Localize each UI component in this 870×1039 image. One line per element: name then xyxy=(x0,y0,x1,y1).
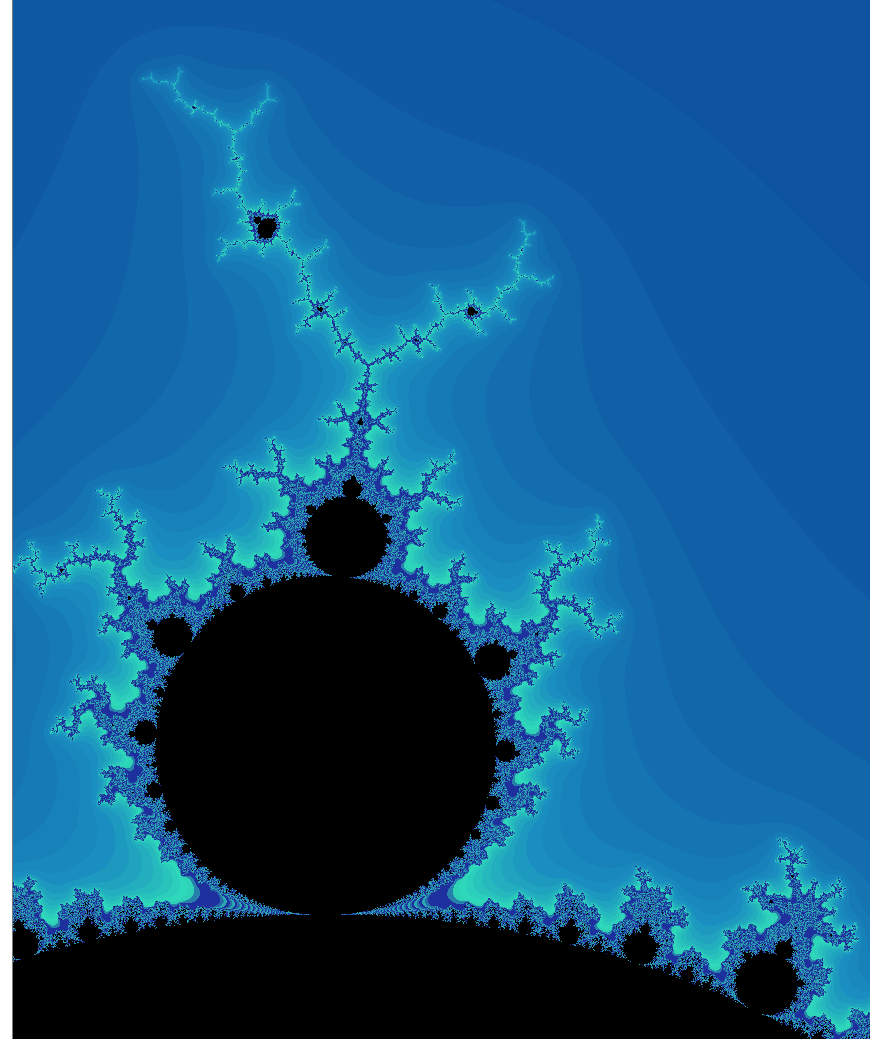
image-left-border xyxy=(12,0,13,1039)
mandelbrot-fractal-image xyxy=(13,0,870,1039)
